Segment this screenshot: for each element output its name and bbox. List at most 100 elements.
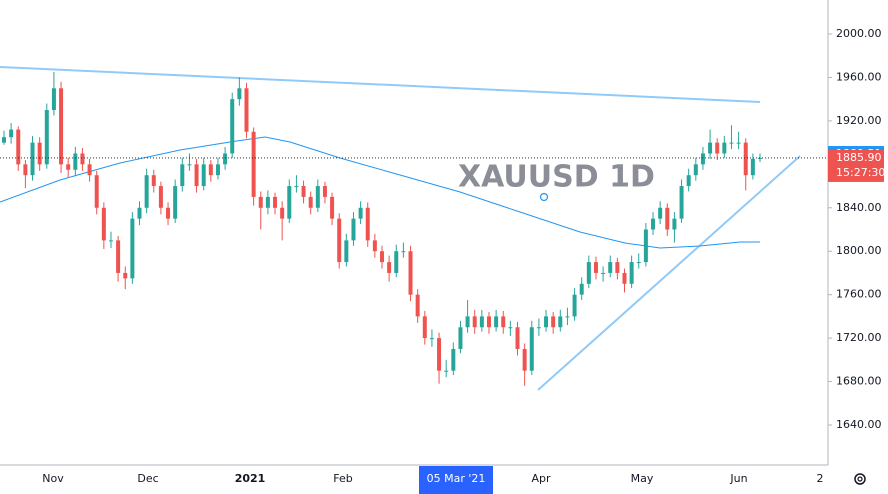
candle-body: [23, 164, 28, 176]
candle-body: [708, 142, 713, 154]
candle-body: [715, 142, 720, 154]
candle-body: [544, 316, 549, 328]
candle-body: [94, 175, 99, 208]
candle-body: [551, 316, 556, 328]
y-tick-label: 1760.00: [836, 288, 882, 301]
candle-body: [301, 186, 306, 197]
candle-body: [750, 158, 755, 176]
candle-body: [451, 348, 456, 371]
candle-body: [280, 207, 285, 219]
candle-body: [665, 207, 670, 230]
candle-body: [251, 131, 256, 197]
candle-body: [265, 196, 270, 208]
candle-body: [651, 218, 656, 230]
candle-body: [686, 175, 691, 187]
price-tag-box: [828, 149, 884, 182]
candle-body: [729, 142, 734, 144]
candle-body: [73, 153, 78, 170]
candle-body: [394, 251, 399, 273]
candle-body: [322, 186, 327, 197]
x-tick-label: May: [631, 472, 654, 485]
candle-body: [44, 110, 49, 165]
x-tick-label: Apr: [531, 472, 551, 485]
candle-body: [722, 142, 727, 154]
candle-body: [486, 316, 491, 328]
candle-body: [415, 294, 420, 317]
candle-body: [66, 164, 71, 170]
candle-body: [572, 294, 577, 317]
candle-body: [108, 240, 113, 242]
candle-body: [123, 272, 128, 279]
candle-body: [444, 370, 449, 372]
candle-body: [608, 262, 613, 273]
candle-body: [173, 186, 178, 219]
candle-body: [16, 129, 21, 165]
candle-body: [458, 327, 463, 349]
candle-body: [693, 164, 698, 176]
candle-body: [51, 88, 56, 111]
candle-body: [736, 142, 741, 144]
candle-body: [237, 88, 242, 100]
candle-body: [501, 316, 506, 328]
candle-body: [401, 251, 406, 253]
settings-icon[interactable]: [854, 473, 866, 485]
candle-body: [358, 207, 363, 219]
candle-body: [437, 338, 442, 371]
candle-body: [380, 251, 384, 263]
candle-body: [187, 164, 192, 166]
candle-body: [515, 327, 520, 349]
candle-body: [586, 262, 591, 284]
candle-body: [472, 316, 477, 328]
candle-body: [244, 88, 249, 132]
candle-body: [615, 262, 620, 273]
x-tick-label: 05 Mar '21: [427, 472, 486, 485]
candle-body: [30, 142, 35, 176]
crosshair-date-box: [419, 466, 493, 494]
candle-body: [166, 207, 171, 219]
countdown-label: 15:27:30: [836, 166, 885, 179]
y-tick-label: 1840.00: [836, 201, 882, 214]
x-tick-label: Nov: [42, 472, 64, 485]
candle-body: [294, 186, 299, 188]
y-tick-label: 1800.00: [836, 244, 882, 257]
x-tick-label: Dec: [137, 472, 158, 485]
y-tick-label: 1960.00: [836, 70, 882, 83]
y-tick-label: 2000.00: [836, 27, 882, 40]
candle-body: [387, 262, 392, 273]
y-tick-label: 1920.00: [836, 114, 882, 127]
candle-body: [508, 327, 513, 329]
anchor-handle: [539, 192, 549, 202]
candle-body: [558, 316, 563, 328]
candle-body: [344, 240, 349, 263]
candle-body: [158, 186, 163, 208]
candle-body: [137, 207, 142, 219]
candle-body: [130, 218, 135, 279]
candle-body: [37, 142, 42, 165]
candle-body: [337, 218, 342, 263]
candle-body: [80, 153, 85, 165]
candle-body: [287, 186, 292, 219]
candle-body: [643, 229, 648, 263]
candle-body: [9, 129, 14, 138]
y-tick-label: 1680.00: [836, 375, 882, 388]
plot: [2, 72, 762, 386]
candle-body: [365, 207, 370, 241]
candle-body: [522, 348, 527, 371]
candle-body: [223, 153, 228, 165]
candle-body: [351, 218, 356, 241]
y-tick-label: 1720.00: [836, 331, 882, 344]
candle-body: [144, 175, 149, 208]
symbol-title: XAUUSD 1D: [458, 160, 655, 195]
candle-body: [308, 196, 313, 208]
candle-body: [408, 251, 413, 295]
candle-body: [529, 327, 534, 371]
candle-body: [315, 186, 320, 208]
candle-body: [636, 262, 641, 264]
x-tick-label: 2021: [235, 472, 266, 485]
candle-body: [658, 207, 663, 219]
candle-body: [622, 272, 627, 284]
candle-body: [330, 196, 335, 219]
candle-body: [87, 164, 92, 176]
candle-body: [536, 327, 541, 329]
